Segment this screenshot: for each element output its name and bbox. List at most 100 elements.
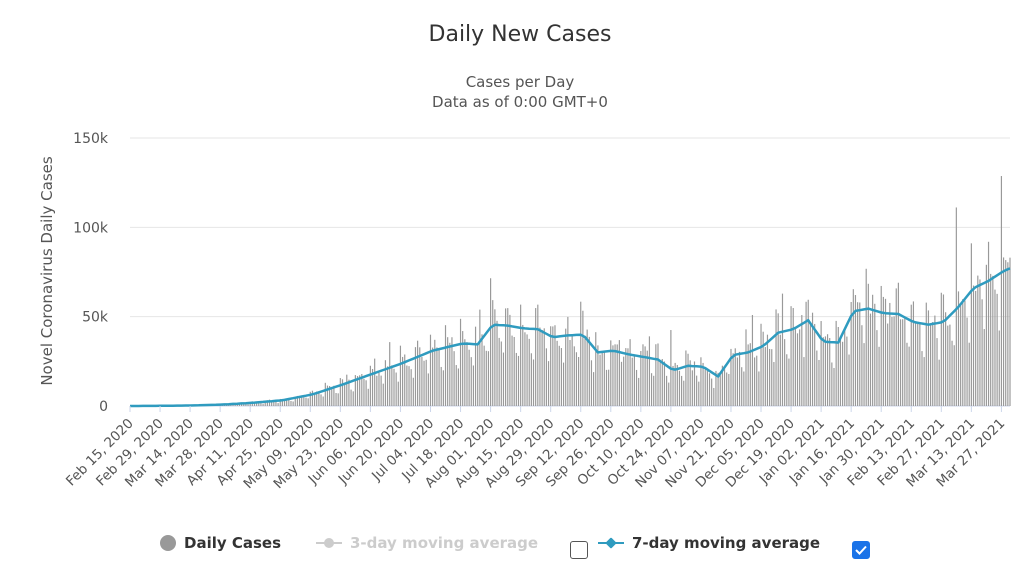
daily-case-bar[interactable]	[346, 374, 348, 406]
daily-case-bar[interactable]	[698, 381, 700, 406]
daily-case-bar[interactable]	[844, 329, 846, 406]
daily-case-bar[interactable]	[741, 367, 743, 406]
daily-case-bar[interactable]	[942, 294, 945, 406]
daily-case-bar[interactable]	[762, 331, 764, 406]
daily-case-bar[interactable]	[837, 327, 839, 406]
daily-case-bar[interactable]	[408, 366, 410, 406]
daily-case-bar[interactable]	[515, 352, 517, 406]
daily-case-bar[interactable]	[934, 315, 936, 406]
daily-case-bar[interactable]	[303, 397, 305, 406]
daily-case-bar[interactable]	[861, 325, 863, 406]
daily-case-bar[interactable]	[535, 308, 537, 406]
daily-case-bar[interactable]	[955, 207, 957, 406]
daily-case-bar[interactable]	[427, 373, 429, 406]
daily-case-bar[interactable]	[932, 322, 934, 406]
daily-case-bar[interactable]	[573, 346, 575, 406]
daily-case-bar[interactable]	[672, 365, 674, 406]
daily-case-bar[interactable]	[807, 299, 809, 406]
daily-case-bar[interactable]	[730, 348, 732, 406]
daily-case-bar[interactable]	[953, 345, 955, 406]
daily-case-bar[interactable]	[732, 353, 734, 406]
daily-case-bar[interactable]	[689, 360, 691, 406]
daily-case-bar[interactable]	[745, 329, 747, 406]
daily-case-bar[interactable]	[910, 304, 912, 406]
daily-case-bar[interactable]	[659, 361, 661, 406]
checkbox-7day-average[interactable]	[852, 541, 870, 559]
daily-case-bar[interactable]	[781, 293, 784, 406]
daily-case-bar[interactable]	[734, 348, 736, 406]
daily-case-bar[interactable]	[472, 365, 475, 406]
daily-case-bar[interactable]	[925, 302, 927, 406]
daily-case-bar[interactable]	[558, 345, 560, 406]
daily-case-bar[interactable]	[805, 301, 807, 406]
daily-case-bar[interactable]	[586, 329, 588, 406]
daily-case-bar[interactable]	[541, 330, 543, 406]
daily-case-bar[interactable]	[749, 343, 751, 406]
daily-case-bar[interactable]	[524, 332, 526, 406]
daily-case-bar[interactable]	[286, 399, 288, 406]
daily-case-bar[interactable]	[635, 369, 638, 406]
daily-case-bar[interactable]	[717, 372, 719, 406]
daily-case-bar[interactable]	[713, 387, 715, 406]
daily-case-bar[interactable]	[275, 402, 277, 406]
daily-case-bar[interactable]	[799, 329, 801, 406]
daily-case-bar[interactable]	[517, 355, 520, 406]
daily-case-bar[interactable]	[996, 293, 998, 406]
daily-case-bar[interactable]	[661, 359, 663, 406]
daily-case-bar[interactable]	[395, 372, 397, 406]
daily-case-bar[interactable]	[653, 375, 655, 406]
daily-case-bar[interactable]	[507, 308, 509, 406]
daily-case-bar[interactable]	[1000, 176, 1003, 406]
daily-case-bar[interactable]	[889, 302, 891, 406]
daily-case-bar[interactable]	[872, 294, 874, 406]
daily-case-bar[interactable]	[593, 372, 595, 406]
daily-case-bar[interactable]	[968, 342, 970, 406]
daily-case-bar[interactable]	[344, 384, 346, 406]
daily-case-bar[interactable]	[352, 391, 354, 406]
daily-case-bar[interactable]	[382, 383, 384, 406]
daily-case-bar[interactable]	[663, 361, 666, 407]
daily-case-bar[interactable]	[603, 352, 605, 407]
daily-case-bar[interactable]	[700, 357, 702, 406]
daily-case-bar[interactable]	[711, 378, 713, 406]
daily-case-bar[interactable]	[908, 346, 910, 406]
daily-case-bar[interactable]	[326, 385, 329, 406]
daily-case-bar[interactable]	[281, 399, 283, 406]
daily-case-bar[interactable]	[552, 326, 554, 406]
daily-case-bar[interactable]	[867, 283, 869, 406]
legend-item-7day-average[interactable]: 7-day moving average	[598, 534, 820, 552]
daily-case-bar[interactable]	[876, 330, 878, 406]
daily-case-bar[interactable]	[917, 323, 919, 406]
daily-case-bar[interactable]	[434, 339, 436, 406]
daily-case-bar[interactable]	[496, 320, 498, 406]
daily-case-bar[interactable]	[814, 323, 816, 406]
daily-case-bar[interactable]	[1005, 260, 1007, 406]
daily-case-bar[interactable]	[796, 333, 799, 406]
daily-case-bar[interactable]	[498, 337, 500, 406]
daily-case-bar[interactable]	[539, 327, 541, 406]
daily-case-bar[interactable]	[884, 298, 887, 406]
daily-case-bar[interactable]	[610, 340, 612, 406]
daily-case-bar[interactable]	[453, 351, 455, 406]
daily-case-bar[interactable]	[769, 348, 771, 406]
daily-case-bar[interactable]	[736, 357, 739, 406]
daily-case-bar[interactable]	[848, 354, 850, 406]
daily-case-bar[interactable]	[801, 315, 803, 406]
daily-case-bar[interactable]	[271, 400, 273, 406]
daily-case-bar[interactable]	[479, 309, 481, 406]
daily-case-bar[interactable]	[582, 310, 584, 406]
daily-case-bar[interactable]	[869, 313, 872, 406]
daily-case-bar[interactable]	[794, 326, 796, 406]
daily-case-bar[interactable]	[339, 378, 341, 406]
daily-case-bar[interactable]	[824, 336, 827, 406]
daily-case-bar[interactable]	[590, 360, 593, 406]
daily-case-bar[interactable]	[567, 316, 569, 406]
daily-case-bar[interactable]	[914, 322, 917, 406]
daily-case-bar[interactable]	[625, 348, 627, 406]
daily-case-bar[interactable]	[893, 316, 895, 407]
daily-case-bar[interactable]	[972, 285, 975, 406]
daily-case-bar[interactable]	[754, 357, 756, 406]
daily-case-bar[interactable]	[822, 337, 824, 406]
daily-case-bar[interactable]	[243, 403, 245, 406]
daily-case-bar[interactable]	[668, 382, 670, 406]
